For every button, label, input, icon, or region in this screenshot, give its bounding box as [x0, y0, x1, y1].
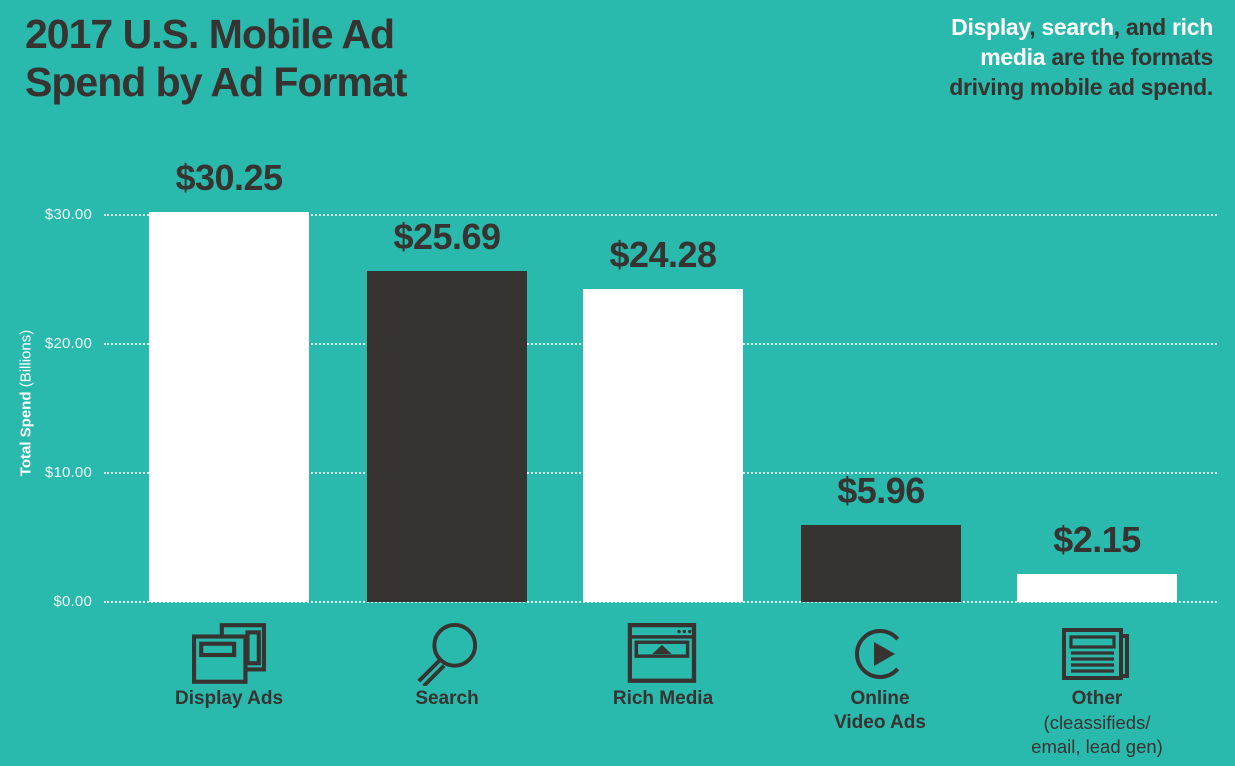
page-title: 2017 U.S. Mobile Ad Spend by Ad Format	[25, 10, 407, 106]
page-title-line2: Spend by Ad Format	[25, 59, 407, 105]
annotation-line: media are the formats	[949, 42, 1213, 72]
annotation-segment: media	[980, 44, 1052, 70]
y-tick-label-20: $20.00	[44, 335, 92, 352]
annotation: Display, search, and rich media are the f…	[949, 12, 1213, 102]
footer-online-video-ads: Online Video Ads	[785, 621, 975, 735]
category-label-display-ads: Display Ads	[174, 688, 284, 709]
category-label-other: Other	[1071, 688, 1123, 709]
footer-other: Other (cleassifieds/ email, lead gen)	[1002, 621, 1192, 759]
annotation-line: Display, search, and rich	[949, 12, 1213, 42]
annotation-segment: , and	[1113, 14, 1173, 40]
annotation-segment: driving mobile ad spend.	[949, 74, 1213, 100]
newspaper-icon-svg	[1062, 628, 1129, 680]
annotation-segment: rich	[1172, 14, 1213, 40]
y-tick-label-0: $0.00	[53, 593, 92, 610]
footer-display-ads: Display Ads	[134, 621, 324, 711]
category-label-search: Search	[415, 688, 479, 709]
annotation-line: driving mobile ad spend.	[949, 72, 1213, 102]
annotation-segment: ,	[1029, 14, 1042, 40]
annotation-segment: search	[1041, 14, 1114, 40]
category-label-online-video-ads: Online Video Ads	[834, 688, 926, 733]
search-icon	[352, 621, 542, 687]
value-label-online-video-ads: $5.96	[837, 470, 925, 511]
value-label-display-ads: $30.25	[175, 157, 283, 198]
video-play-icon-svg	[855, 629, 900, 679]
bar-other	[1017, 574, 1177, 602]
search-icon-svg	[417, 622, 478, 686]
newspaper-icon	[1002, 621, 1192, 687]
bar-display-ads	[149, 212, 309, 602]
rich-media-icon-svg	[627, 623, 697, 683]
y-tick-label-10: $10.00	[44, 464, 92, 481]
category-label-rich-media: Rich Media	[612, 688, 714, 709]
category-sublabel-other: (cleassifieds/ email, lead gen)	[1031, 712, 1163, 757]
video-play-icon	[785, 621, 975, 687]
value-label-other: $2.15	[1053, 519, 1141, 560]
bar-search	[367, 271, 527, 602]
y-tick-label-30: $30.00	[44, 206, 92, 223]
display-ads-icon	[134, 621, 324, 687]
page-title-line1: 2017 U.S. Mobile Ad	[25, 11, 395, 57]
gridline-30: $30.00	[45, 206, 1217, 223]
gridline-0: $0.00	[53, 593, 1217, 610]
annotation-segment: are the formats	[1051, 44, 1213, 70]
footer-rich-media: Rich Media	[568, 621, 758, 711]
value-label-search: $25.69	[393, 216, 501, 257]
footer-search: Search	[352, 621, 542, 711]
display-ads-icon-svg	[192, 623, 266, 684]
annotation-segment: Display	[951, 14, 1030, 40]
bar-online-video-ads	[801, 525, 961, 602]
bar-rich-media	[583, 289, 743, 602]
value-label-rich-media: $24.28	[609, 234, 717, 275]
rich-media-icon	[568, 621, 758, 687]
